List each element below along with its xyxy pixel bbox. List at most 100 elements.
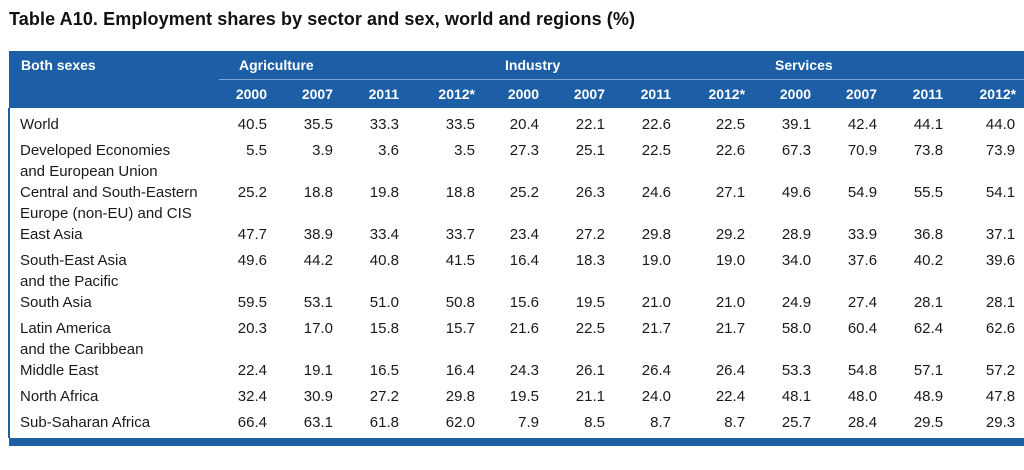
region-name: Central and South-Eastern Europe (non-EU)… (8, 182, 219, 224)
value-cell: 50.8 (445, 294, 475, 311)
value-cell: 29.8 (641, 226, 671, 243)
value-cell: 15.7 (445, 320, 475, 337)
value-cell: 8.7 (724, 414, 746, 431)
value-cell: 39.6 (953, 250, 1024, 292)
value-cell: 49.6 (781, 184, 812, 201)
value-cell: 19.0 (641, 252, 671, 269)
table-footer-bar (9, 438, 1024, 446)
value-cell: 28.1 (953, 292, 1024, 318)
value-cell: 33.9 (847, 226, 878, 243)
region-name-line: Central and South-Eastern (20, 184, 198, 201)
value-cell: 57.1 (913, 362, 944, 379)
value-cell: 3.6 (378, 142, 399, 159)
value-cell: 33.7 (445, 226, 475, 243)
region-name-line: Latin America (20, 320, 111, 337)
region-name: World (8, 108, 219, 140)
value-cell: 36.8 (913, 226, 944, 243)
value-cell: 26.4 (641, 362, 671, 379)
value-cell: 18.8 (303, 184, 333, 201)
table-row: East Asia 47.7 38.9 33.4 33.7 23.4 27.2 29.8 29.… (8, 224, 1024, 250)
year-header-blank (9, 79, 219, 108)
value-cell: 37.6 (847, 252, 878, 269)
year-header-cell: 2012* (953, 79, 1024, 108)
value-cell: 21.0 (715, 294, 746, 311)
value-cell: 55.5 (913, 184, 944, 201)
region-name: South Asia (8, 292, 219, 318)
table-row: North Africa 32.4 30.9 27.2 29.8 19.5 21.1 24.0… (8, 386, 1024, 412)
value-cell: 62.4 (913, 320, 944, 337)
value-cell: 21.1 (575, 388, 605, 405)
table-row: Latin America and the Caribbean 20.3 17.0 15… (8, 318, 1024, 360)
value-cell: 34.0 (781, 252, 812, 269)
region-name-line: World (20, 116, 59, 133)
value-cell: 21.0 (641, 294, 671, 311)
corner-label: Both sexes (9, 51, 219, 80)
region-name-line: and European Union (20, 163, 158, 180)
value-cell: 15.6 (509, 294, 539, 311)
year-header-cell: 2000 (485, 79, 549, 108)
year-header-cell: 2012* (681, 79, 756, 108)
value-cell: 48.0 (847, 388, 878, 405)
year-header-row: 2000 2007 2011 2012* 2000 2007 2011 2012* 2000 20… (9, 79, 1024, 108)
group-agriculture: Agriculture (219, 51, 485, 80)
value-cell: 3.5 (454, 142, 475, 159)
value-cell: 48.1 (781, 388, 812, 405)
value-cell: 38.9 (303, 226, 333, 243)
region-name-line: Sub-Saharan Africa (20, 414, 151, 431)
region-name-line: and the Caribbean (20, 341, 144, 358)
table-row: South-East Asia and the Pacific 49.6 44.2 40… (8, 250, 1024, 292)
value-cell: 44.2 (303, 252, 333, 269)
value-cell: 59.5 (237, 294, 267, 311)
year-header-cell: 2011 (615, 79, 681, 108)
group-industry: Industry (485, 51, 756, 80)
value-cell: 22.4 (715, 388, 746, 405)
value-cell: 49.6 (237, 252, 267, 269)
value-cell: 24.0 (641, 388, 671, 405)
group-header-row: Both sexes Agriculture Industry Services (9, 51, 1024, 80)
value-cell: 67.3 (781, 142, 812, 159)
value-cell: 29.8 (445, 388, 475, 405)
value-cell: 24.9 (781, 294, 812, 311)
table-row: Sub-Saharan Africa 66.4 63.1 61.8 62.0 7.9 8.5… (8, 412, 1024, 438)
region-name: North Africa (8, 386, 219, 412)
value-cell: 73.9 (953, 140, 1024, 182)
value-cell: 29.3 (953, 412, 1024, 438)
year-header-cell: 2007 (549, 79, 615, 108)
value-cell: 24.6 (641, 184, 671, 201)
value-cell: 48.9 (913, 388, 944, 405)
region-name: Latin America and the Caribbean (8, 318, 219, 360)
value-cell: 21.6 (509, 320, 539, 337)
value-cell: 22.5 (575, 320, 605, 337)
region-name-line: South Asia (20, 294, 92, 311)
value-cell: 40.2 (913, 252, 944, 269)
value-cell: 21.7 (715, 320, 746, 337)
year-header-cell: 2012* (409, 79, 485, 108)
value-cell: 22.1 (575, 116, 605, 133)
value-cell: 47.7 (237, 226, 267, 243)
value-cell: 28.9 (781, 226, 812, 243)
value-cell: 33.3 (369, 116, 399, 133)
value-cell: 57.2 (953, 360, 1024, 386)
value-cell: 21.7 (641, 320, 671, 337)
value-cell: 23.4 (509, 226, 539, 243)
value-cell: 53.1 (303, 294, 333, 311)
value-cell: 27.3 (509, 142, 539, 159)
value-cell: 20.4 (509, 116, 539, 133)
value-cell: 27.2 (575, 226, 605, 243)
year-header-cell: 2007 (277, 79, 343, 108)
value-cell: 54.1 (953, 182, 1024, 224)
value-cell: 63.1 (303, 414, 333, 431)
value-cell: 26.3 (575, 184, 605, 201)
value-cell: 54.8 (847, 362, 878, 379)
value-cell: 25.1 (575, 142, 605, 159)
value-cell: 28.4 (847, 414, 878, 431)
value-cell: 5.5 (246, 142, 267, 159)
region-name-line: Middle East (20, 362, 99, 379)
region-name: Middle East (8, 360, 219, 386)
value-cell: 40.5 (237, 116, 267, 133)
value-cell: 26.4 (715, 362, 746, 379)
value-cell: 17.0 (303, 320, 333, 337)
value-cell: 62.0 (445, 414, 475, 431)
region-name: Sub-Saharan Africa (8, 412, 219, 438)
value-cell: 47.8 (953, 386, 1024, 412)
